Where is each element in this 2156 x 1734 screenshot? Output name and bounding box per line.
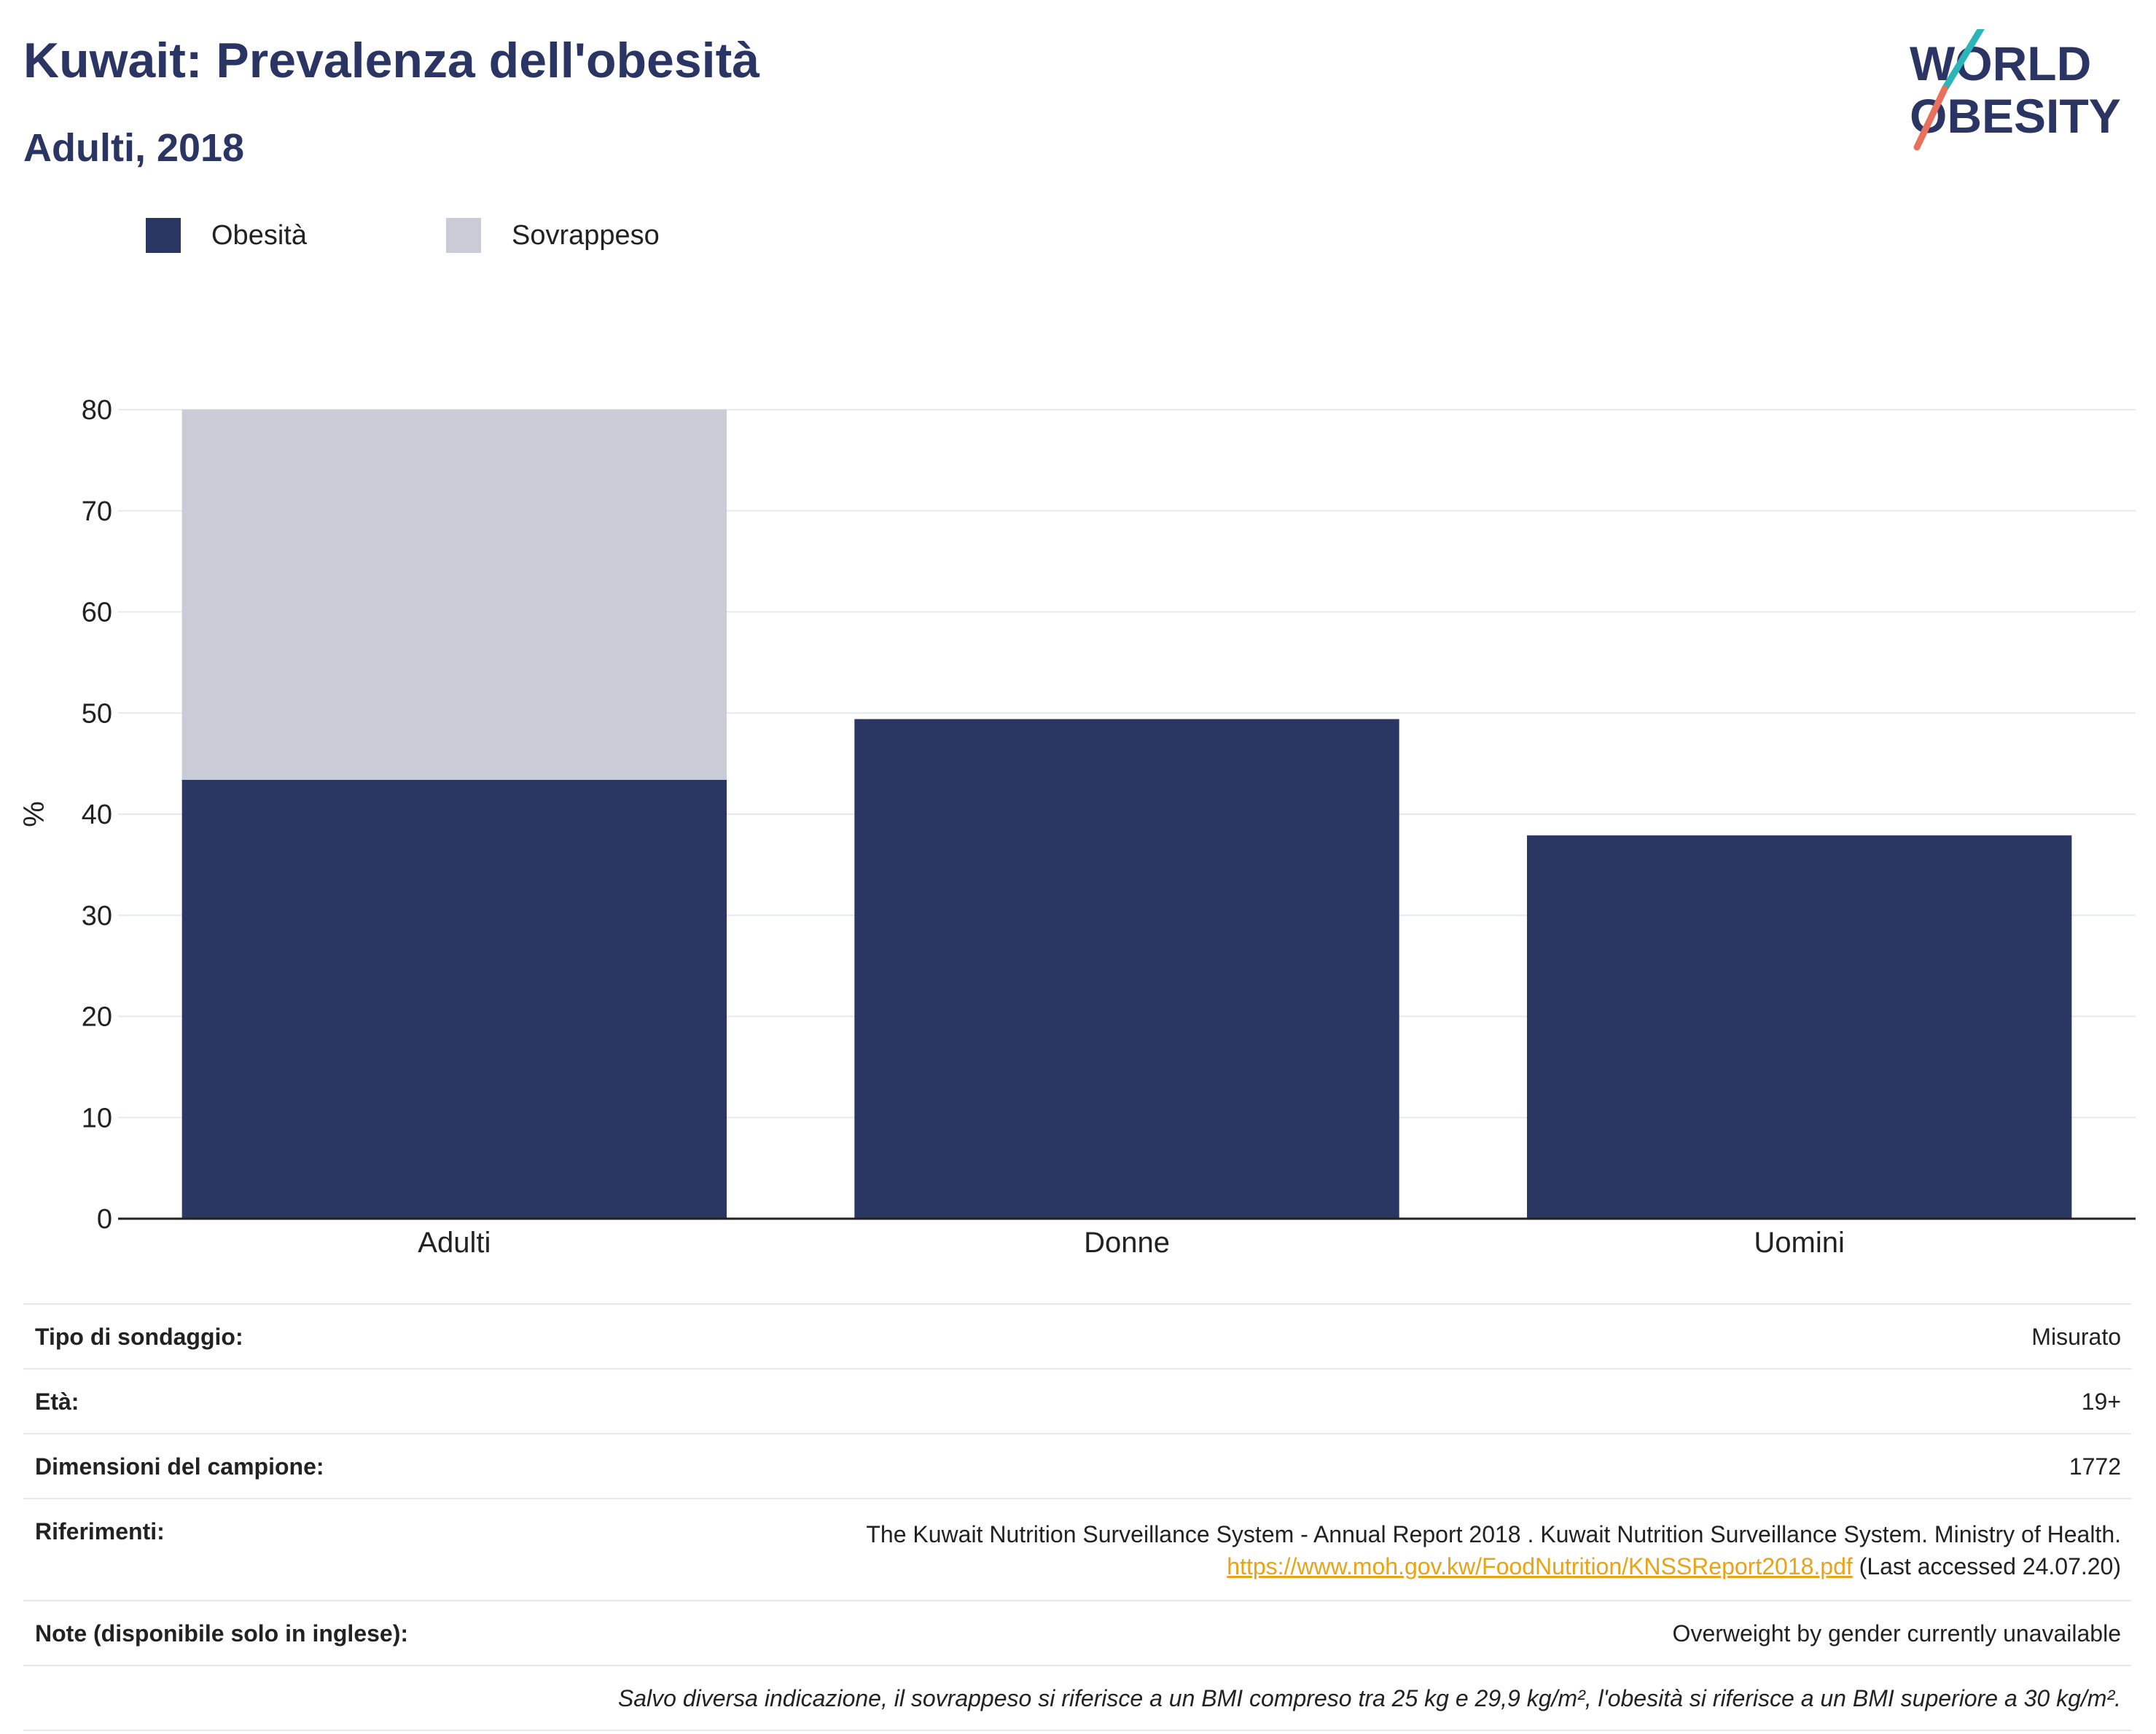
info-row-footnote: Salvo diversa indicazione, il sovrappeso… [23, 1665, 2131, 1731]
chart-title: Kuwait: Prevalenza dell'obesità [23, 33, 760, 88]
references-accessed: (Last accessed 24.07.20) [1859, 1553, 2121, 1579]
bar-overweight-adulti [181, 410, 727, 780]
notes-value: Overweight by gender currently unavailab… [1672, 1620, 2121, 1647]
info-row-sample-size: Dimensioni del campione: 1772 [23, 1433, 2131, 1498]
info-table: Tipo di sondaggio: Misurato Età: 19+ Dim… [23, 1303, 2131, 1731]
references-link[interactable]: https://www.moh.gov.kw/FoodNutrition/KNS… [1227, 1553, 1853, 1579]
footnote-text: Salvo diversa indicazione, il sovrappeso… [617, 1685, 2121, 1711]
world-obesity-logo: WORLD OBESITY [1910, 29, 2121, 151]
legend-swatch-obesity [146, 218, 181, 253]
legend-label-overweight: Sovrappeso [512, 220, 660, 251]
y-axis-label: % [18, 801, 50, 827]
sample-size-value: 1772 [2069, 1453, 2121, 1480]
age-value: 19+ [2081, 1389, 2121, 1415]
y-tick-label: 30 [82, 901, 112, 932]
survey-type-value: Misurato [2031, 1324, 2121, 1350]
legend-swatch-overweight [446, 218, 481, 253]
bar-obesity-adulti [181, 779, 727, 1219]
x-tick-label: Donne [1084, 1227, 1170, 1259]
y-tick-label: 50 [82, 698, 112, 729]
svg-text:WORLD: WORLD [1910, 36, 2091, 90]
x-tick-label: Uomini [1754, 1227, 1844, 1259]
legend-label-obesity: Obesità [211, 220, 307, 251]
info-row-age: Età: 19+ [23, 1368, 2131, 1433]
bar-obesity-uomini [1526, 835, 2072, 1219]
references-label: Riferimenti: [35, 1518, 165, 1544]
info-row-references: Riferimenti: The Kuwait Nutrition Survei… [23, 1498, 2131, 1600]
sample-size-label: Dimensioni del campione: [35, 1453, 324, 1480]
y-tick-label: 40 [82, 800, 112, 830]
x-tick-label: Adulti [418, 1227, 491, 1259]
age-label: Età: [35, 1389, 79, 1415]
info-row-survey-type: Tipo di sondaggio: Misurato [23, 1303, 2131, 1368]
survey-type-label: Tipo di sondaggio: [35, 1324, 243, 1350]
y-tick-label: 0 [97, 1204, 112, 1235]
info-row-notes: Note (disponibile solo in inglese): Over… [23, 1600, 2131, 1665]
notes-label: Note (disponibile solo in inglese): [35, 1620, 409, 1647]
chart-subtitle: Adulti, 2018 [23, 126, 245, 170]
bar-chart: 0 10 20 30 40 50 60 70 80% Adulti Donne Uomini [18, 395, 2136, 1259]
references-text: The Kuwait Nutrition Surveillance System… [866, 1521, 2121, 1547]
references-value: The Kuwait Nutrition Surveillance System… [866, 1518, 2121, 1582]
y-tick-label: 60 [82, 598, 112, 628]
y-tick-label: 80 [82, 395, 112, 426]
y-tick-label: 70 [82, 496, 112, 527]
bar-obesity-donne [854, 719, 1399, 1219]
svg-text:OBESITY: OBESITY [1910, 89, 2121, 143]
y-tick-label: 20 [82, 1002, 112, 1033]
y-tick-label: 10 [82, 1103, 112, 1133]
